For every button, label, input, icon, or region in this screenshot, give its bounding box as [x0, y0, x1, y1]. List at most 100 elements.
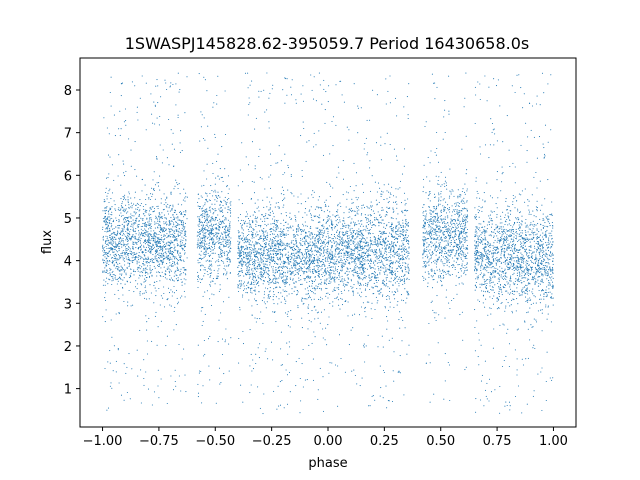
- data-point: [406, 292, 408, 294]
- data-point: [371, 224, 373, 227]
- data-point: [290, 273, 292, 275]
- data-point: [298, 280, 300, 282]
- data-point: [351, 198, 353, 200]
- data-point: [251, 314, 253, 316]
- data-point: [204, 240, 206, 242]
- data-point: [308, 245, 310, 247]
- data-point: [388, 280, 390, 282]
- data-point: [302, 223, 304, 225]
- data-point: [346, 232, 348, 234]
- data-point: [405, 302, 407, 304]
- data-point: [356, 266, 358, 268]
- data-point: [362, 269, 364, 271]
- data-point: [254, 269, 256, 271]
- data-point: [295, 252, 297, 254]
- data-point: [239, 252, 241, 254]
- data-point: [326, 270, 329, 272]
- data-point: [154, 241, 156, 243]
- data-point: [268, 255, 270, 257]
- data-point: [289, 216, 291, 218]
- data-point: [386, 206, 388, 208]
- data-point: [343, 259, 345, 261]
- data-point: [274, 253, 276, 255]
- data-point: [246, 262, 248, 264]
- data-point: [103, 246, 105, 248]
- data-point: [138, 220, 140, 222]
- data-point: [361, 261, 363, 263]
- data-point: [181, 232, 183, 234]
- data-point: [333, 255, 335, 257]
- data-point: [205, 229, 207, 231]
- data-point: [264, 215, 267, 217]
- data-point: [155, 253, 157, 255]
- data-point: [357, 243, 359, 245]
- data-point: [341, 249, 343, 251]
- data-point: [127, 234, 129, 236]
- data-point: [302, 255, 304, 257]
- data-point: [111, 225, 113, 227]
- data-point: [374, 264, 376, 266]
- data-point: [279, 272, 281, 274]
- data-point: [169, 262, 171, 264]
- data-point: [271, 260, 273, 262]
- data-point: [323, 211, 325, 213]
- data-point: [238, 272, 240, 274]
- data-point: [153, 265, 155, 267]
- data-point: [226, 229, 228, 232]
- data-point: [367, 214, 369, 216]
- data-point: [219, 251, 222, 253]
- data-point: [312, 292, 314, 294]
- data-point: [358, 278, 360, 280]
- data-point: [165, 218, 168, 220]
- data-point: [129, 281, 131, 283]
- data-point: [291, 256, 293, 258]
- data-point: [337, 246, 339, 249]
- data-point: [142, 293, 144, 295]
- data-point: [147, 231, 149, 233]
- data-point: [157, 240, 159, 242]
- data-point: [267, 276, 269, 278]
- data-point: [174, 226, 176, 228]
- data-point: [217, 228, 219, 230]
- data-point: [290, 265, 292, 267]
- data-point: [224, 231, 226, 233]
- data-point: [225, 240, 227, 243]
- data-point: [175, 221, 177, 223]
- data-point: [152, 258, 155, 260]
- data-point: [251, 261, 254, 263]
- data-point: [378, 256, 381, 258]
- data-point: [254, 218, 256, 220]
- data-point: [203, 237, 205, 239]
- data-point: [254, 277, 257, 279]
- data-point: [339, 276, 341, 278]
- data-point: [380, 193, 382, 195]
- data-point: [280, 244, 282, 246]
- data-point: [368, 233, 370, 235]
- data-point: [341, 298, 343, 300]
- data-point: [151, 258, 153, 260]
- data-point: [336, 229, 338, 231]
- data-point: [311, 241, 313, 243]
- data-point: [293, 195, 295, 197]
- data-point: [171, 279, 174, 281]
- data-point: [222, 252, 224, 254]
- data-point: [127, 248, 129, 251]
- data-point: [240, 285, 242, 287]
- data-point: [324, 244, 326, 246]
- data-point: [264, 237, 266, 240]
- data-point: [297, 224, 299, 226]
- data-point: [157, 215, 160, 217]
- data-point: [402, 230, 404, 232]
- data-point: [294, 219, 297, 221]
- data-point: [229, 212, 232, 214]
- data-point: [155, 259, 158, 261]
- data-point: [246, 247, 248, 249]
- data-point: [200, 195, 202, 197]
- data-point: [207, 267, 209, 269]
- data-point: [158, 263, 160, 265]
- data-point: [291, 267, 293, 269]
- data-point: [201, 214, 203, 216]
- data-point: [179, 270, 181, 272]
- data-point: [266, 206, 268, 208]
- data-point: [109, 254, 111, 256]
